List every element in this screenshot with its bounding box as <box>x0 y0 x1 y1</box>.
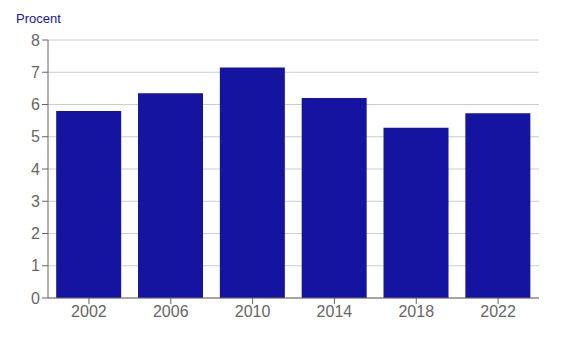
svg-text:3: 3 <box>31 193 40 210</box>
svg-text:0: 0 <box>31 290 40 307</box>
svg-text:2010: 2010 <box>235 303 271 320</box>
svg-text:2002: 2002 <box>71 303 107 320</box>
svg-text:7: 7 <box>31 64 40 81</box>
svg-text:2: 2 <box>31 225 40 242</box>
svg-text:1: 1 <box>31 257 40 274</box>
svg-text:2018: 2018 <box>398 303 434 320</box>
svg-text:5: 5 <box>31 128 40 145</box>
svg-text:8: 8 <box>31 32 40 49</box>
svg-text:2022: 2022 <box>480 303 516 320</box>
svg-text:2006: 2006 <box>153 303 189 320</box>
svg-text:4: 4 <box>31 161 40 178</box>
html-text:Procent: Procent <box>16 11 61 26</box>
svg-text:6: 6 <box>31 96 40 113</box>
svg-text:2014: 2014 <box>317 303 353 320</box>
